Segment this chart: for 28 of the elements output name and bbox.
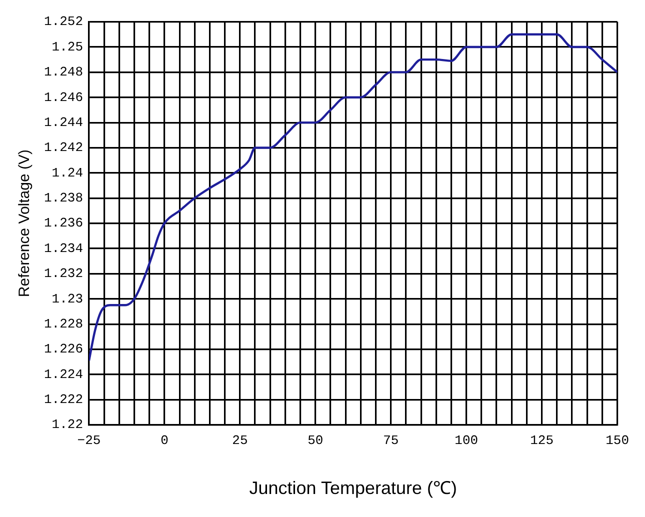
- y-tick-label: 1.248: [44, 64, 84, 80]
- y-tick-label: 1.246: [44, 90, 84, 105]
- y-tick-label: 1.23: [52, 291, 84, 306]
- y-tick-label: 1.242: [44, 140, 84, 156]
- y-tick-label: 1.222: [44, 392, 84, 408]
- y-tick-label: 1.22: [52, 417, 84, 432]
- y-tick-label: 1.232: [44, 266, 84, 282]
- y-tick-label: 1.236: [44, 216, 84, 231]
- x-tick-label: 25: [232, 433, 248, 448]
- x-tick-label: 50: [308, 433, 324, 448]
- x-tick-label: 100: [454, 433, 478, 448]
- y-tick-label: 1.228: [44, 316, 84, 332]
- y-tick-label: 1.238: [44, 190, 84, 206]
- y-tick-label: 1.234: [44, 240, 84, 256]
- x-tick-label: 150: [606, 433, 629, 448]
- x-tick-label: 75: [383, 433, 399, 448]
- x-tick-label: −25: [77, 433, 101, 448]
- y-tick-label: 1.25: [52, 39, 84, 54]
- line-series: [89, 33, 618, 362]
- y-axis-title: Reference Voltage (V): [16, 150, 34, 298]
- y-tick-label: 1.244: [44, 114, 84, 130]
- x-tick-label: 0: [160, 433, 168, 448]
- y-tick-label: 1.224: [44, 366, 84, 382]
- y-tick-label: 1.226: [44, 342, 84, 357]
- y-tick-label: 1.252: [44, 14, 84, 30]
- y-tick-label: 1.24: [52, 165, 84, 180]
- x-axis-title: Junction Temperature (℃): [249, 478, 458, 498]
- x-tick-label: 125: [530, 433, 554, 448]
